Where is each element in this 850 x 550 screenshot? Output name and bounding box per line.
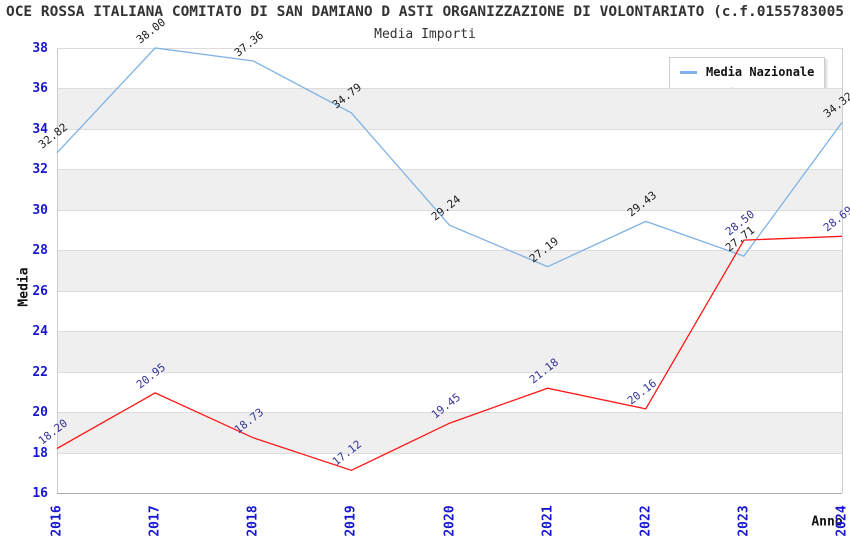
y-tick-label: 24 [32,324,48,340]
grid-band [57,88,842,129]
x-axis-line [57,493,842,494]
gridline [57,371,842,373]
legend-marker [680,70,697,74]
y-tick-label: 28 [32,243,48,259]
y-tick-label: 26 [32,283,48,299]
gridline [57,88,842,90]
grid-band [57,250,842,291]
gridline [57,412,842,414]
gridline [57,452,842,454]
chart-subtitle: Media Importi [374,27,476,42]
gridline [57,290,842,292]
gridline [57,209,842,211]
y-tick-label: 16 [32,486,48,501]
plot-border-right [842,48,843,493]
gridline [57,48,842,49]
x-axis-title: Anno [811,514,843,530]
y-tick-label: 38 [32,41,48,56]
series-line-media-ente [56,235,843,472]
grid-band [57,412,842,453]
y-tick-label: 30 [32,202,48,218]
y-tick-label: 34 [32,121,48,137]
y-tick-label: 32 [32,162,48,178]
grid-band [57,169,842,210]
grid-band [57,331,842,372]
y-tick-label: 22 [32,364,48,380]
series-line-media-nazionale [56,47,843,268]
legend-label: Media Nazionale [706,65,815,79]
chart-title: OCE ROSSA ITALIANA COMITATO DI SAN DAMIA… [5,4,845,20]
gridline [57,128,842,130]
gridline [57,250,842,252]
legend-item: Media Nazionale [680,65,814,79]
y-tick-label: 18 [32,445,48,461]
y-tick-label: 36 [32,81,48,97]
gridline [57,169,842,171]
y-tick-label: 20 [32,405,48,421]
plot-border-left [57,48,58,493]
gridline [57,331,842,333]
